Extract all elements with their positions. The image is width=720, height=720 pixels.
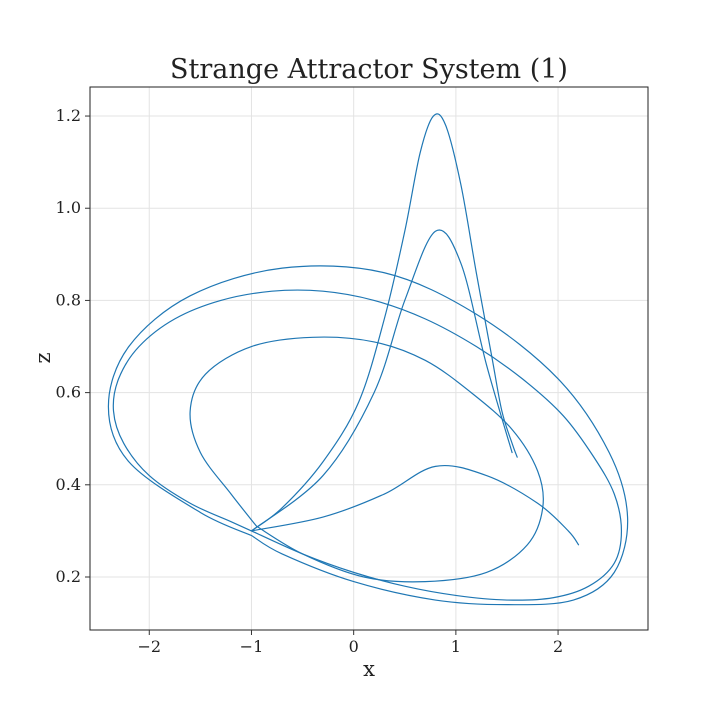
y-tick-label: 1.2 bbox=[56, 106, 81, 125]
x-tick-label: 0 bbox=[349, 637, 359, 656]
x-tick-label: −1 bbox=[240, 637, 264, 656]
x-tick-label: −2 bbox=[137, 637, 161, 656]
x-axis-label: x bbox=[363, 657, 375, 681]
y-tick-label: 0.2 bbox=[56, 567, 81, 586]
axes-frame bbox=[89, 86, 649, 631]
x-tick-label: 1 bbox=[451, 637, 461, 656]
axis-ticks: −2 −1 0 1 2 0.2 0.4 0.6 0.8 1.0 1.2 bbox=[56, 106, 564, 656]
trajectory-series-6 bbox=[250, 465, 580, 546]
trajectory-series-4 bbox=[250, 113, 518, 532]
trajectory-series-3 bbox=[189, 336, 544, 583]
y-tick-label: 0.6 bbox=[56, 383, 81, 402]
plot-area bbox=[107, 113, 629, 606]
y-tick-label: 0.8 bbox=[56, 290, 81, 309]
x-tick-label: 2 bbox=[553, 637, 563, 656]
chart-title: Strange Attractor System (1) bbox=[170, 54, 568, 85]
y-axis-label: z bbox=[31, 352, 55, 363]
trajectory-series-2 bbox=[107, 265, 629, 606]
trajectory-series-5 bbox=[250, 229, 513, 532]
y-tick-label: 1.0 bbox=[56, 198, 81, 217]
y-tick-label: 0.4 bbox=[56, 475, 81, 494]
trajectory-series-1 bbox=[112, 289, 623, 601]
